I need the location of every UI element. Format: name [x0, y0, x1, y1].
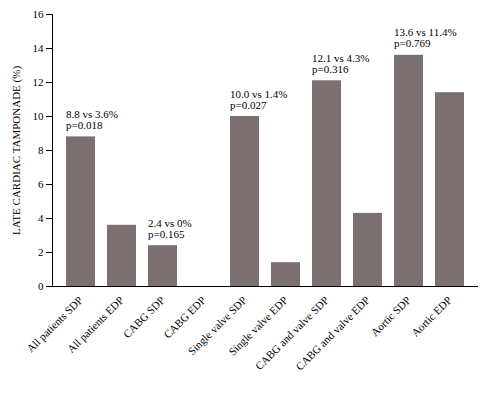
svg-text:16: 16	[33, 8, 45, 20]
svg-text:CABG and valve EDP: CABG and valve EDP	[293, 294, 372, 373]
svg-text:2: 2	[38, 246, 44, 258]
svg-text:All patients SDP: All patients SDP	[24, 293, 85, 355]
svg-text:10.0 vs 1.4%p=0.027: 10.0 vs 1.4%p=0.027	[230, 88, 287, 111]
svg-text:2.4 vs 0%p=0.165: 2.4 vs 0%p=0.165	[148, 217, 192, 240]
svg-text:LATE CARDIAC TAMPONADE (%): LATE CARDIAC TAMPONADE (%)	[10, 66, 23, 235]
svg-text:14: 14	[33, 42, 45, 54]
svg-text:8.8 vs 3.6%p=0.018: 8.8 vs 3.6%p=0.018	[66, 108, 118, 131]
svg-text:8: 8	[38, 144, 44, 156]
svg-text:Single valve SDP: Single valve SDP	[185, 293, 249, 358]
svg-text:Single valve EDP: Single valve EDP	[226, 293, 290, 358]
svg-text:13.6 vs 11.4%p=0.769: 13.6 vs 11.4%p=0.769	[394, 26, 457, 49]
svg-text:0: 0	[38, 280, 44, 292]
svg-text:Aortic EDP: Aortic EDP	[409, 294, 454, 339]
svg-text:12.1 vs 4.3%p=0.316: 12.1 vs 4.3%p=0.316	[312, 52, 369, 75]
svg-text:All patients EDP: All patients EDP	[65, 294, 126, 355]
svg-text:CABG SDP: CABG SDP	[121, 294, 167, 340]
svg-text:10: 10	[33, 110, 45, 122]
svg-text:CABG and valve SDP: CABG and valve SDP	[253, 294, 331, 372]
svg-text:CABG EDP: CABG EDP	[161, 293, 208, 341]
svg-text:6: 6	[38, 178, 44, 190]
svg-text:12: 12	[33, 76, 44, 88]
svg-text:Aortic SDP: Aortic SDP	[368, 294, 413, 339]
svg-text:4: 4	[38, 212, 44, 224]
